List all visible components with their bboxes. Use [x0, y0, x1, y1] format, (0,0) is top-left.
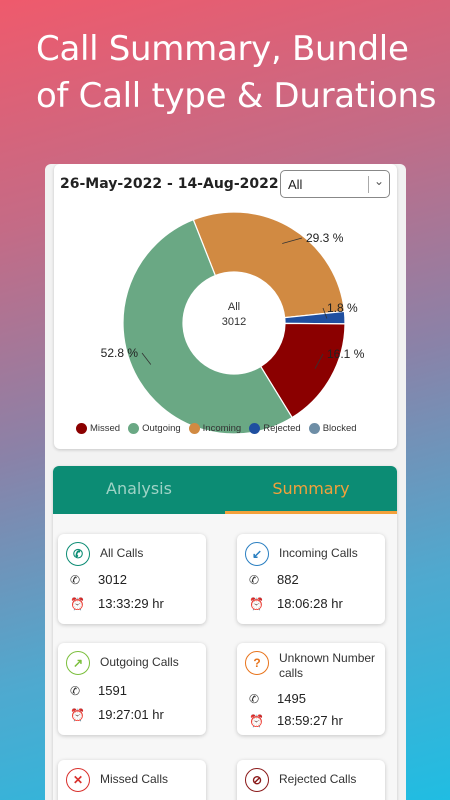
outgoing-calls-card[interactable]: ↗ Outgoing Calls ✆ 1591 ⏰ 19:27:01 hr [58, 643, 206, 735]
legend-swatch [128, 423, 140, 434]
promo-headline: Call Summary, Bundle of Call type & Dura… [36, 29, 437, 116]
date-range[interactable]: 26-May-2022 - 14-Aug-2022 [60, 176, 279, 192]
leader-line-outgoing [141, 352, 152, 365]
legend-item-blocked: Blocked [308, 423, 357, 434]
alarm-clock-icon: ⏰ [70, 596, 85, 611]
leader-line-missed [314, 353, 324, 369]
call-type-value: All [288, 177, 303, 192]
call-duration: 18:59:27 hr [277, 713, 343, 728]
slice-label-outgoing: 52.8 % [101, 346, 139, 360]
alarm-clock-icon: ⏰ [70, 707, 85, 722]
card-title: Incoming Calls [279, 546, 358, 560]
slice-label-missed: 16.1 % [327, 347, 365, 361]
rejected-calls-card[interactable]: ⊘ Rejected Calls [237, 760, 385, 800]
unknown-calls-card[interactable]: ? Unknown Number calls ✆ 1495 ⏰ 18:59:27 h… [237, 643, 385, 735]
phone-icon: ✆ [249, 691, 260, 706]
legend-label: Missed [90, 423, 121, 434]
phone-icon: ✆ [249, 572, 260, 587]
legend-swatch [249, 423, 261, 434]
legend-item-missed: Missed [76, 423, 120, 434]
call-count: 882 [277, 572, 299, 587]
incoming-call-icon: ↙ [245, 542, 269, 566]
phone-icon: ✆ [70, 683, 81, 698]
tab-bar: Analysis Summary [53, 466, 397, 514]
missed-call-icon: ✕ [66, 768, 90, 792]
chart-card: 26-May-2022 - 14-Aug-2022 All ⌄ All 3012… [54, 164, 397, 449]
legend-label: Rejected [263, 423, 301, 434]
summary-panel: Analysis Summary ✆ All Calls ✆ 3012 ⏰ 13:3… [53, 466, 397, 800]
legend-label: Blocked [322, 423, 357, 434]
phone-icon: ✆ [66, 542, 90, 566]
missed-calls-card[interactable]: ✕ Missed Calls [58, 760, 206, 800]
leader-line-rejected [322, 307, 328, 319]
slice-label-rejected: 1.8 % [327, 301, 358, 315]
call-duration: 18:06:28 hr [277, 596, 343, 611]
donut-hole [183, 272, 285, 374]
leader-line-incoming [282, 237, 303, 244]
legend-item-rejected: Rejected [249, 423, 301, 434]
donut-chart: All 3012 29.3 % 1.8 % 16.1 % 52.8 % [101, 211, 365, 435]
legend-label: Outgoing [142, 423, 181, 434]
legend-swatch [188, 423, 200, 434]
phone-icon: ✆ [70, 572, 81, 587]
tab-analysis[interactable]: Analysis [106, 479, 172, 498]
call-type-select[interactable]: All ⌄ [280, 170, 390, 198]
donut-center-value: 3012 [222, 316, 246, 328]
app-screen: 26-May-2022 - 14-Aug-2022 All ⌄ All 3012… [45, 164, 406, 800]
card-title: Rejected Calls [279, 772, 357, 786]
chevron-down-icon: ⌄ [373, 174, 384, 188]
card-title: Missed Calls [100, 772, 169, 786]
card-title: Outgoing Calls [100, 655, 179, 669]
card-title: All Calls [100, 546, 144, 560]
legend-item-outgoing: Outgoing [128, 423, 181, 434]
tab-summary[interactable]: Summary [225, 466, 397, 514]
legend-swatch [76, 423, 87, 434]
alarm-clock-icon: ⏰ [249, 713, 264, 728]
alarm-clock-icon: ⏰ [249, 596, 264, 611]
legend-swatch [308, 423, 320, 434]
unknown-caller-icon: ? [245, 651, 269, 675]
rejected-call-icon: ⊘ [245, 768, 269, 792]
call-duration: 19:27:01 hr [98, 707, 164, 722]
chart-legend: Missed Outgoing Incoming Rejected Blocked [76, 423, 357, 434]
donut-center-label: All [228, 301, 240, 313]
slice-label-incoming: 29.3 % [306, 231, 344, 245]
outgoing-call-icon: ↗ [66, 651, 90, 675]
select-divider [368, 176, 369, 193]
legend-label: Incoming [202, 423, 242, 434]
legend-item-incoming: Incoming [188, 423, 242, 434]
all-calls-card[interactable]: ✆ All Calls ✆ 3012 ⏰ 13:33:29 hr [58, 534, 206, 624]
call-duration: 13:33:29 hr [98, 596, 164, 611]
call-count: 1495 [277, 691, 306, 706]
card-title: Unknown Number calls [279, 651, 376, 680]
incoming-calls-card[interactable]: ↙ Incoming Calls ✆ 882 ⏰ 18:06:28 hr [237, 534, 385, 624]
call-count: 1591 [98, 683, 127, 698]
call-count: 3012 [98, 572, 127, 587]
